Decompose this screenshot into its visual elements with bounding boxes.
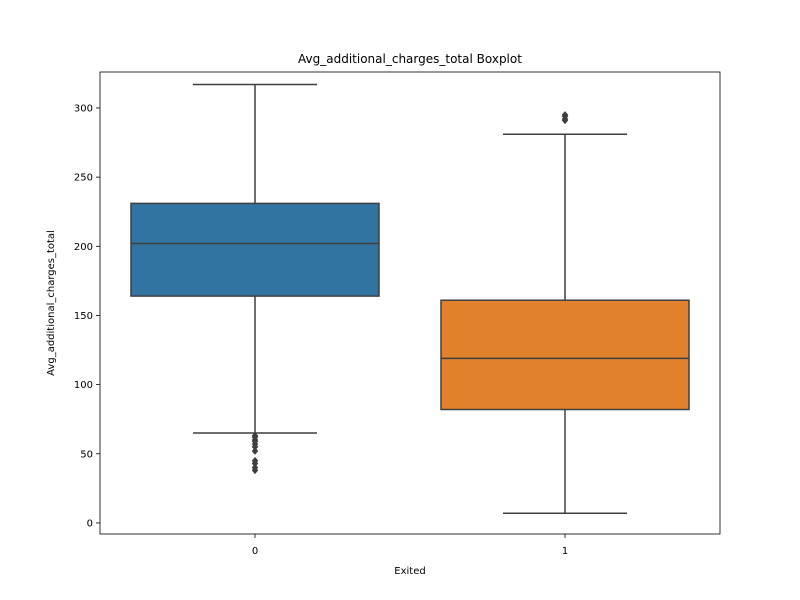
x-axis-label: Exited [394,566,425,577]
y-tick-label: 300 [74,103,93,114]
y-tick-label: 100 [74,380,93,391]
plot-frame [99,71,721,535]
box-group-1 [440,110,690,515]
y-axis-label: Avg_additional_charges_total [46,230,57,376]
chart-title: Avg_additional_charges_total Boxplot [298,52,522,66]
x-tick-label: 1 [562,546,568,557]
y-tick-label: 200 [74,242,93,253]
outlier-point [251,463,259,472]
outlier-point [561,110,569,119]
boxes-layer [130,83,690,515]
x-tick-label: 0 [252,546,258,557]
outlier-point [251,456,259,465]
box-iqr [440,299,690,411]
box-iqr [130,202,380,297]
y-tick-label: 250 [74,173,93,184]
y-tick-label: 150 [74,311,93,322]
outlier-point [251,447,259,455]
box-group-0 [130,83,380,475]
outlier-point [251,431,259,440]
y-tick-label: 0 [87,518,93,529]
y-axis: 0 50 100 150 200 250 300 [74,103,100,529]
y-tick-label: 50 [80,449,93,460]
